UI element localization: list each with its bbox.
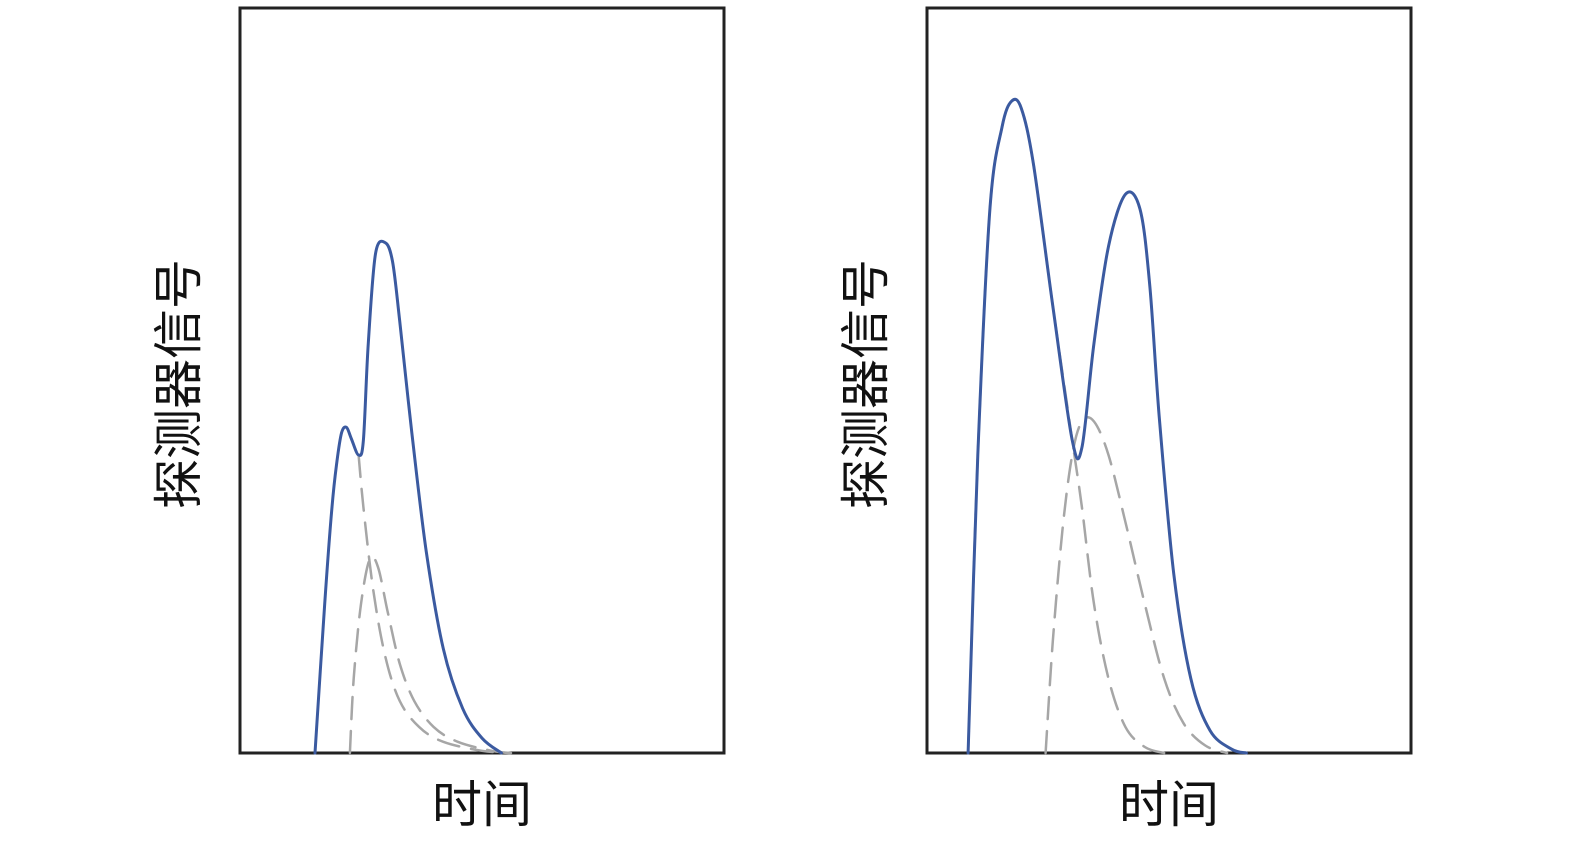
component-peak-line-right-2 xyxy=(1044,416,1229,755)
series-layer-left xyxy=(313,239,513,755)
total-signal-line-right-0 xyxy=(966,97,1248,755)
x-axis-label-right: 时间 xyxy=(1119,776,1219,834)
plot-frame-left xyxy=(238,6,726,755)
component-peak-line-left-1 xyxy=(357,453,513,755)
y-axis-label-right: 探测器信号 xyxy=(837,259,895,509)
y-axis-label-left: 探测器信号 xyxy=(150,259,208,509)
x-axis-label-left: 时间 xyxy=(432,776,532,834)
chart-panel-right: 探测器信号 时间 xyxy=(837,6,1413,834)
plot-frame-right xyxy=(925,6,1413,755)
total-signal-line-left-0 xyxy=(313,239,503,755)
series-layer-right xyxy=(966,97,1248,755)
component-peak-line-left-2 xyxy=(348,555,513,755)
chart-panel-left: 探测器信号 时间 xyxy=(150,6,726,834)
